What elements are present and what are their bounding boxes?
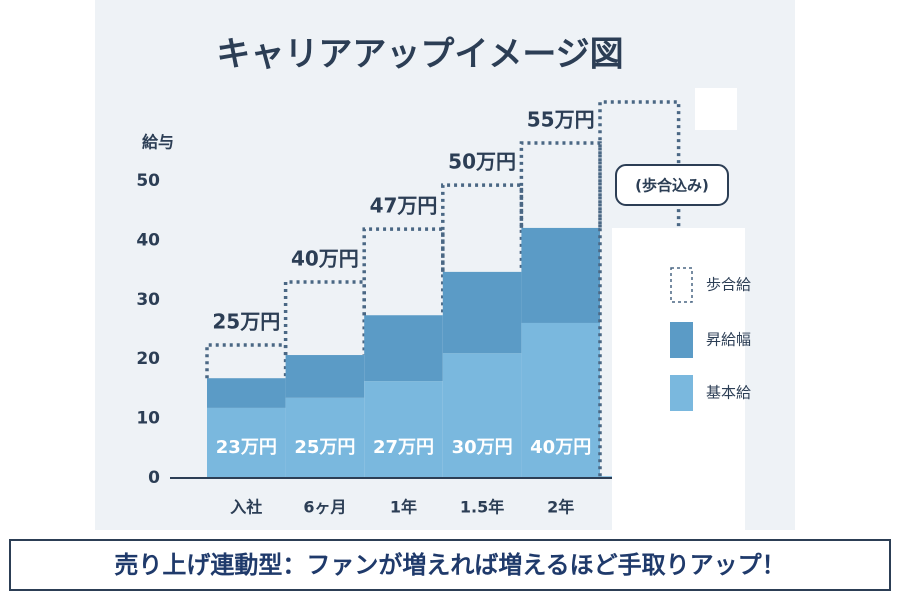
plot: 01020304050入社6ヶ月1年1.5年2年3年25万円40万円47万円50… xyxy=(136,100,725,517)
total-label: 50万円 xyxy=(448,150,516,174)
legend-label: 昇給幅 xyxy=(706,331,751,349)
bar-segment xyxy=(285,397,365,478)
banner-box xyxy=(9,539,891,591)
base-label: 23万円 xyxy=(216,437,277,458)
total-label: 40万円 xyxy=(291,246,359,270)
bar-segment xyxy=(442,353,522,478)
legend-label: 基本給 xyxy=(706,384,751,402)
bar-segment xyxy=(442,271,522,354)
base-label: 25万円 xyxy=(294,437,355,458)
legend-swatch xyxy=(670,322,693,358)
cover-box xyxy=(695,88,737,130)
bar-segment xyxy=(521,227,600,323)
commission-outline xyxy=(283,280,366,356)
x-tick-label: 6ヶ月 xyxy=(303,498,346,517)
x-tick-label: 1年 xyxy=(390,498,417,517)
bar-segment xyxy=(364,381,443,478)
base-label: 40万円 xyxy=(530,437,591,458)
legend-swatch xyxy=(670,267,693,303)
total-label: 55万円 xyxy=(527,107,595,131)
y-tick-label: 10 xyxy=(136,409,160,429)
bar-segment xyxy=(285,355,365,398)
legend-swatch xyxy=(670,375,693,411)
bar-segment xyxy=(207,378,286,408)
base-label: 27万円 xyxy=(373,437,434,458)
banner: 売り上げ連動型：ファンが増えれば増えるほど手取りアップ！ xyxy=(114,551,785,579)
y-tick-label: 50 xyxy=(136,171,160,191)
total-label: 47万円 xyxy=(370,194,438,218)
y-tick-label: 0 xyxy=(148,468,160,488)
bar-segment xyxy=(364,315,443,382)
y-axis-label: 給与 xyxy=(142,133,174,152)
y-tick-label: 40 xyxy=(136,230,160,250)
total-label: 25万円 xyxy=(212,309,280,333)
y-tick-label: 30 xyxy=(136,290,160,310)
bar-segment xyxy=(521,322,600,478)
note-box xyxy=(615,164,729,206)
note: (歩合込み) xyxy=(635,177,709,195)
bar-segment xyxy=(207,407,286,478)
chart-title: キャリアアップイメージ図 xyxy=(216,35,623,75)
x-tick-label: 入社 xyxy=(230,498,262,517)
y-tick-label: 20 xyxy=(136,349,160,369)
x-tick-label: 1.5年 xyxy=(460,498,504,517)
base-label: 30万円 xyxy=(452,437,513,458)
commission-outline xyxy=(441,183,524,272)
x-tick-label: 2年 xyxy=(547,498,574,517)
commission-outline xyxy=(519,141,602,228)
commission-outline xyxy=(362,227,445,316)
legend-label: 歩合給 xyxy=(706,276,751,294)
